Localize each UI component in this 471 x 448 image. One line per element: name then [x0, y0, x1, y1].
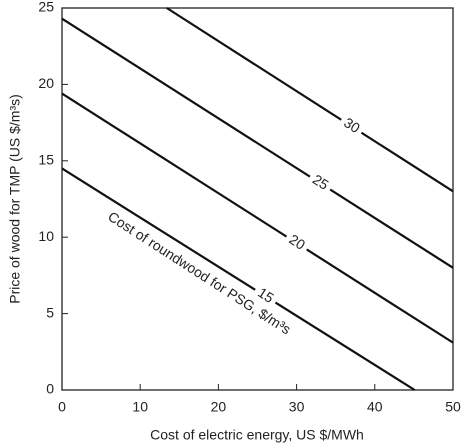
x-tick-label: 20	[211, 399, 227, 415]
x-tick-label: 30	[289, 399, 305, 415]
line	[61, 17, 454, 269]
line-label: 20	[286, 231, 308, 253]
plot-frame	[61, 7, 454, 391]
x-tick-label: 10	[132, 399, 148, 415]
line-label: 15	[255, 284, 277, 306]
y-tick-label: 25	[38, 0, 54, 15]
x-tick-label: 0	[58, 399, 66, 415]
y-tick-label: 10	[38, 228, 54, 244]
annotation: Cost of roundwood for PSG, $/m³s	[105, 208, 294, 337]
y-tick-label: 5	[46, 304, 54, 320]
y-tick-label: 0	[46, 381, 54, 397]
x-axis-title: Cost of electric energy, US $/MWh	[150, 427, 364, 443]
line-label-bg	[281, 228, 312, 258]
y-tick-label: 20	[38, 75, 54, 91]
line-label-bg	[305, 169, 336, 198]
line	[166, 7, 454, 193]
x-tick-label: 40	[367, 399, 383, 415]
line-label: 30	[341, 114, 363, 136]
line-label-bg	[336, 112, 367, 141]
y-tick-label: 15	[38, 152, 54, 168]
line	[61, 92, 454, 344]
y-axis-title: Price of wood for TMP (US $/m³s)	[7, 94, 23, 304]
line-label-bg	[250, 282, 281, 311]
line-label: 25	[310, 171, 332, 193]
line	[61, 167, 416, 391]
x-tick-label: 50	[445, 399, 461, 415]
